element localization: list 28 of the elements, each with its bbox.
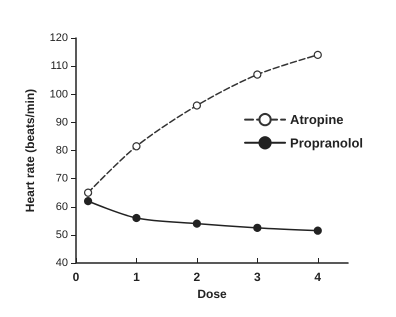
point bbox=[253, 224, 262, 232]
y-tick-label: 70 bbox=[56, 172, 68, 185]
point bbox=[314, 50, 322, 59]
y-tick-label: 90 bbox=[56, 116, 68, 128]
y-tick-label: 110 bbox=[50, 60, 68, 72]
x-tick-label: 2 bbox=[194, 270, 201, 284]
y-tick-label: 100 bbox=[50, 88, 68, 100]
point bbox=[132, 214, 141, 222]
point bbox=[84, 188, 92, 197]
point bbox=[132, 142, 141, 150]
point bbox=[192, 101, 201, 110]
legend-label: Atropine bbox=[290, 112, 344, 128]
x-tick-label: 0 bbox=[72, 270, 80, 284]
x-tick-label: 3 bbox=[254, 270, 261, 284]
y-axis-title: Heart rate (beats/min) bbox=[23, 88, 37, 212]
x-axis-title: Dose bbox=[197, 286, 227, 301]
y-tick-label: 60 bbox=[56, 200, 68, 213]
x-tick-label: 4 bbox=[314, 270, 322, 284]
point bbox=[253, 70, 262, 79]
y-tick-label: 50 bbox=[56, 228, 68, 241]
point bbox=[314, 226, 322, 235]
y-tick-label: 40 bbox=[56, 257, 68, 269]
legend-label: Propranolol bbox=[290, 135, 364, 150]
point bbox=[84, 197, 92, 206]
y-tick-label: 120 bbox=[50, 32, 68, 44]
y-tick-label: 80 bbox=[56, 144, 68, 156]
point bbox=[192, 220, 201, 228]
x-tick-label: 1 bbox=[133, 270, 140, 284]
